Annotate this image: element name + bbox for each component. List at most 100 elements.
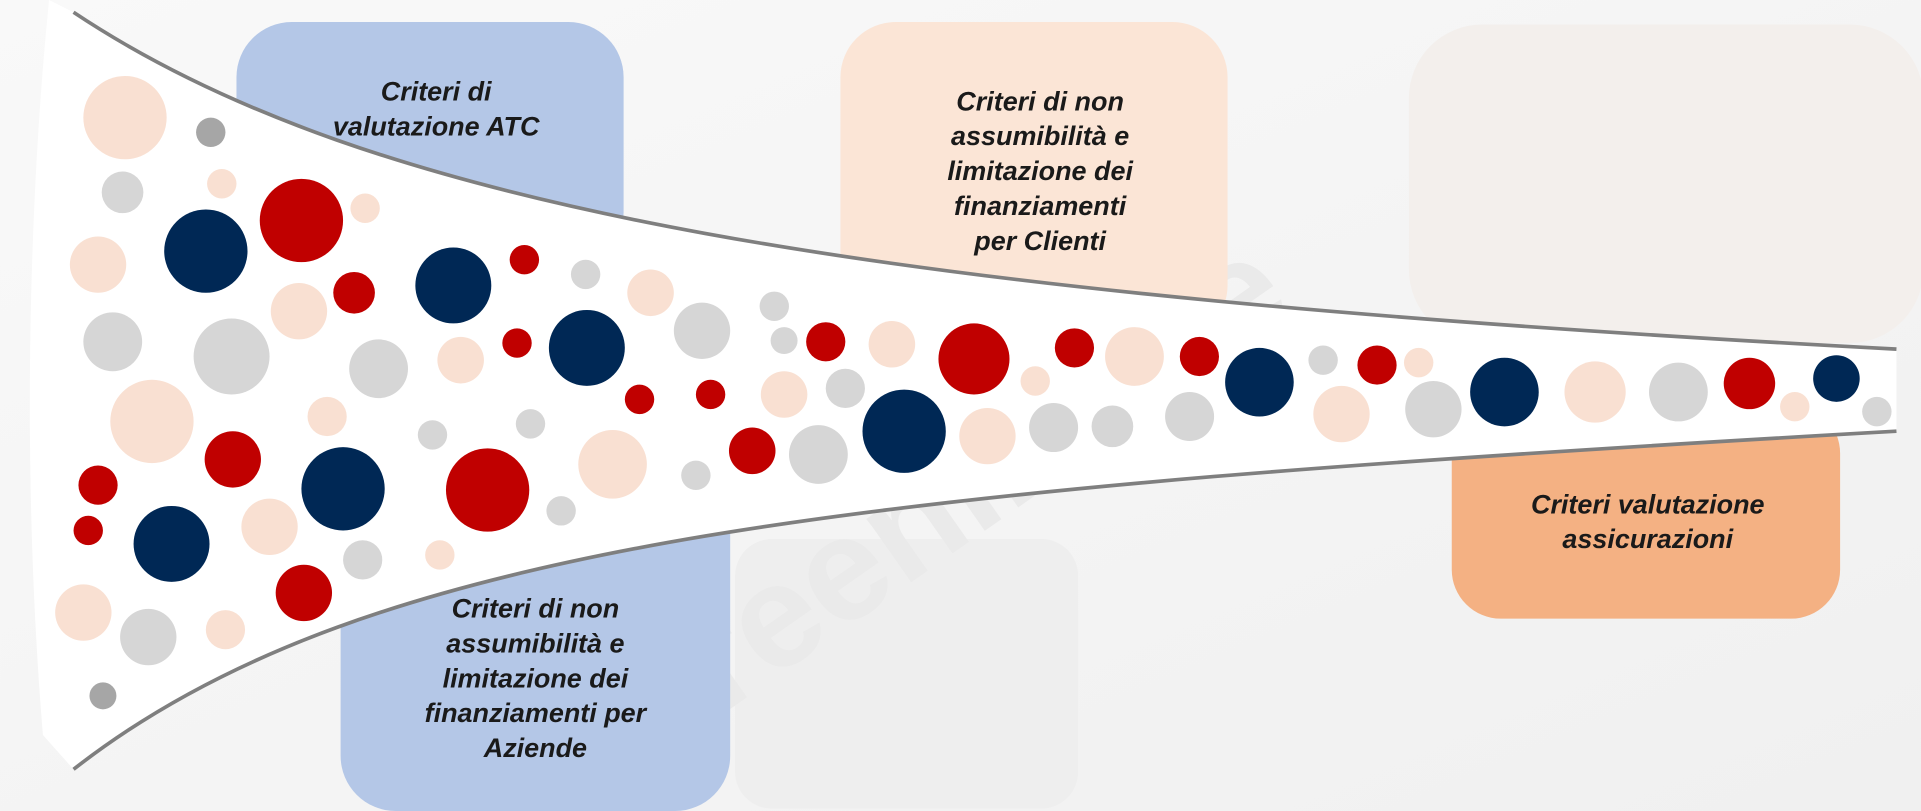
- dot: [83, 75, 167, 160]
- dot: [760, 371, 808, 418]
- dot: [627, 269, 674, 317]
- box: [840, 22, 1228, 341]
- dot: [73, 515, 103, 546]
- dot: [120, 608, 177, 666]
- dot: [1564, 361, 1626, 423]
- dot: [301, 447, 385, 531]
- dot: [1179, 336, 1219, 377]
- dot: [415, 247, 492, 324]
- dot: [1020, 366, 1050, 396]
- dot: [1105, 327, 1164, 386]
- dot: [83, 312, 143, 372]
- dot: [502, 328, 532, 358]
- box-label-line: Aziende: [483, 733, 587, 763]
- box-label-line: assumibilità e: [951, 121, 1129, 151]
- dot: [1308, 345, 1338, 375]
- dot: [1313, 385, 1370, 443]
- dot: [204, 431, 261, 488]
- dot: [548, 309, 625, 386]
- dot: [825, 368, 865, 408]
- dot: [515, 409, 546, 439]
- dot: [681, 460, 711, 491]
- funnel-edge: [72, 429, 1897, 771]
- background-shape: [735, 539, 1079, 809]
- dots: [55, 75, 1892, 710]
- dot: [1405, 380, 1462, 438]
- box: [1451, 404, 1841, 619]
- dot: [69, 236, 127, 293]
- dot: [241, 498, 298, 555]
- dot: [1470, 357, 1539, 427]
- dot: [1165, 392, 1215, 442]
- box-label-line: Criteri di: [381, 76, 492, 106]
- dot: [1862, 396, 1892, 427]
- dot: [417, 420, 448, 450]
- dot: [759, 291, 789, 321]
- dot: [193, 318, 270, 395]
- dot: [425, 540, 455, 570]
- dot: [1225, 347, 1294, 417]
- dot: [437, 336, 484, 384]
- dot: [343, 540, 383, 580]
- dot: [806, 322, 846, 362]
- dot: [570, 259, 601, 290]
- background-shape: [1408, 24, 1921, 343]
- dot: [133, 505, 210, 582]
- box-label-line: assicurazioni: [1562, 524, 1733, 554]
- dot: [862, 389, 946, 473]
- dot: [275, 564, 333, 622]
- dot: [868, 320, 916, 368]
- box-label-line: Criteri di non: [452, 593, 620, 623]
- dot: [728, 427, 776, 475]
- dot: [959, 407, 1016, 465]
- dot: [1054, 328, 1095, 368]
- dot: [445, 448, 530, 532]
- box-label-line: limitazione dei: [947, 156, 1133, 186]
- box-label-line: assumibilità e: [446, 628, 624, 658]
- box-label: Criteri valutazione assicurazioni: [1531, 489, 1765, 554]
- dot: [1813, 355, 1860, 402]
- dot: [770, 327, 798, 355]
- dot: [509, 245, 540, 275]
- box-label-line: valutazione ATC: [333, 111, 540, 141]
- dot: [55, 584, 112, 641]
- dot: [546, 496, 576, 526]
- dot: [110, 379, 194, 464]
- dot: [78, 465, 118, 505]
- dot: [349, 339, 408, 399]
- dot: [207, 169, 237, 199]
- dot: [333, 271, 375, 314]
- box-label-line: finanziamenti per: [425, 698, 648, 728]
- dot: [1780, 392, 1810, 422]
- dot: [1723, 357, 1776, 410]
- dot: [673, 302, 731, 359]
- dot: [1029, 403, 1079, 453]
- box-label: Criteri di valutazione ATC: [333, 76, 540, 141]
- box-label-line: Criteri di non: [956, 86, 1124, 116]
- funnel-edge: [72, 10, 1897, 351]
- dot: [89, 682, 117, 710]
- dot: [270, 282, 328, 340]
- box-label-line: Criteri valutazione: [1531, 489, 1765, 519]
- dot: [259, 178, 344, 263]
- box-label: Criteri di non assumibilità e limitazione …: [425, 593, 648, 763]
- box-label: Criteri di non assumibilità e limitazione …: [947, 86, 1133, 256]
- dot: [938, 323, 1010, 395]
- dot: [578, 430, 647, 499]
- dot: [624, 384, 655, 415]
- dot: [788, 425, 848, 484]
- dot: [205, 610, 246, 650]
- box-label-line: limitazione dei: [443, 663, 629, 693]
- dot: [695, 379, 726, 410]
- dot: [101, 171, 144, 214]
- dot: [350, 193, 380, 223]
- dot: [1091, 405, 1134, 448]
- dot: [164, 209, 248, 293]
- dot: [1403, 347, 1434, 378]
- dot: [1357, 345, 1397, 385]
- dot: [1648, 362, 1708, 422]
- dot: [307, 396, 347, 437]
- box-label-line: per Clienti: [973, 226, 1106, 256]
- dot: [196, 117, 226, 148]
